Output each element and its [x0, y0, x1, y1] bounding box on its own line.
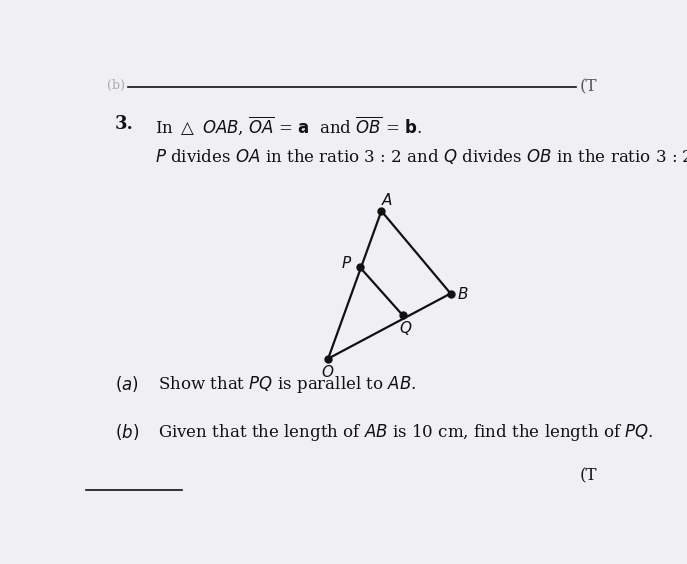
Text: (T: (T — [580, 468, 597, 484]
Text: In $\triangle$ $OAB$, $\overline{OA}$ = $\mathbf{a}$  and $\overline{OB}$ = $\ma: In $\triangle$ $OAB$, $\overline{OA}$ = … — [155, 114, 423, 137]
Text: (b): (b) — [107, 78, 125, 91]
Text: (T: (T — [580, 78, 597, 95]
Text: 3.: 3. — [115, 114, 134, 133]
Text: $O$: $O$ — [322, 364, 335, 380]
Text: $(b)$: $(b)$ — [115, 422, 139, 442]
Text: Show that $PQ$ is parallel to $AB$.: Show that $PQ$ is parallel to $AB$. — [158, 374, 416, 395]
Text: $P$: $P$ — [341, 255, 352, 271]
Text: $A$: $A$ — [381, 192, 393, 208]
Text: $P$ divides $OA$ in the ratio 3 : 2 and $Q$ divides $OB$ in the ratio 3 : 2.: $P$ divides $OA$ in the ratio 3 : 2 and … — [155, 147, 687, 166]
Text: $(a)$: $(a)$ — [115, 374, 139, 394]
Text: Given that the length of $AB$ is 10 cm, find the length of $PQ$.: Given that the length of $AB$ is 10 cm, … — [158, 422, 653, 443]
Text: $Q$: $Q$ — [398, 319, 412, 337]
Text: $B$: $B$ — [457, 285, 468, 302]
